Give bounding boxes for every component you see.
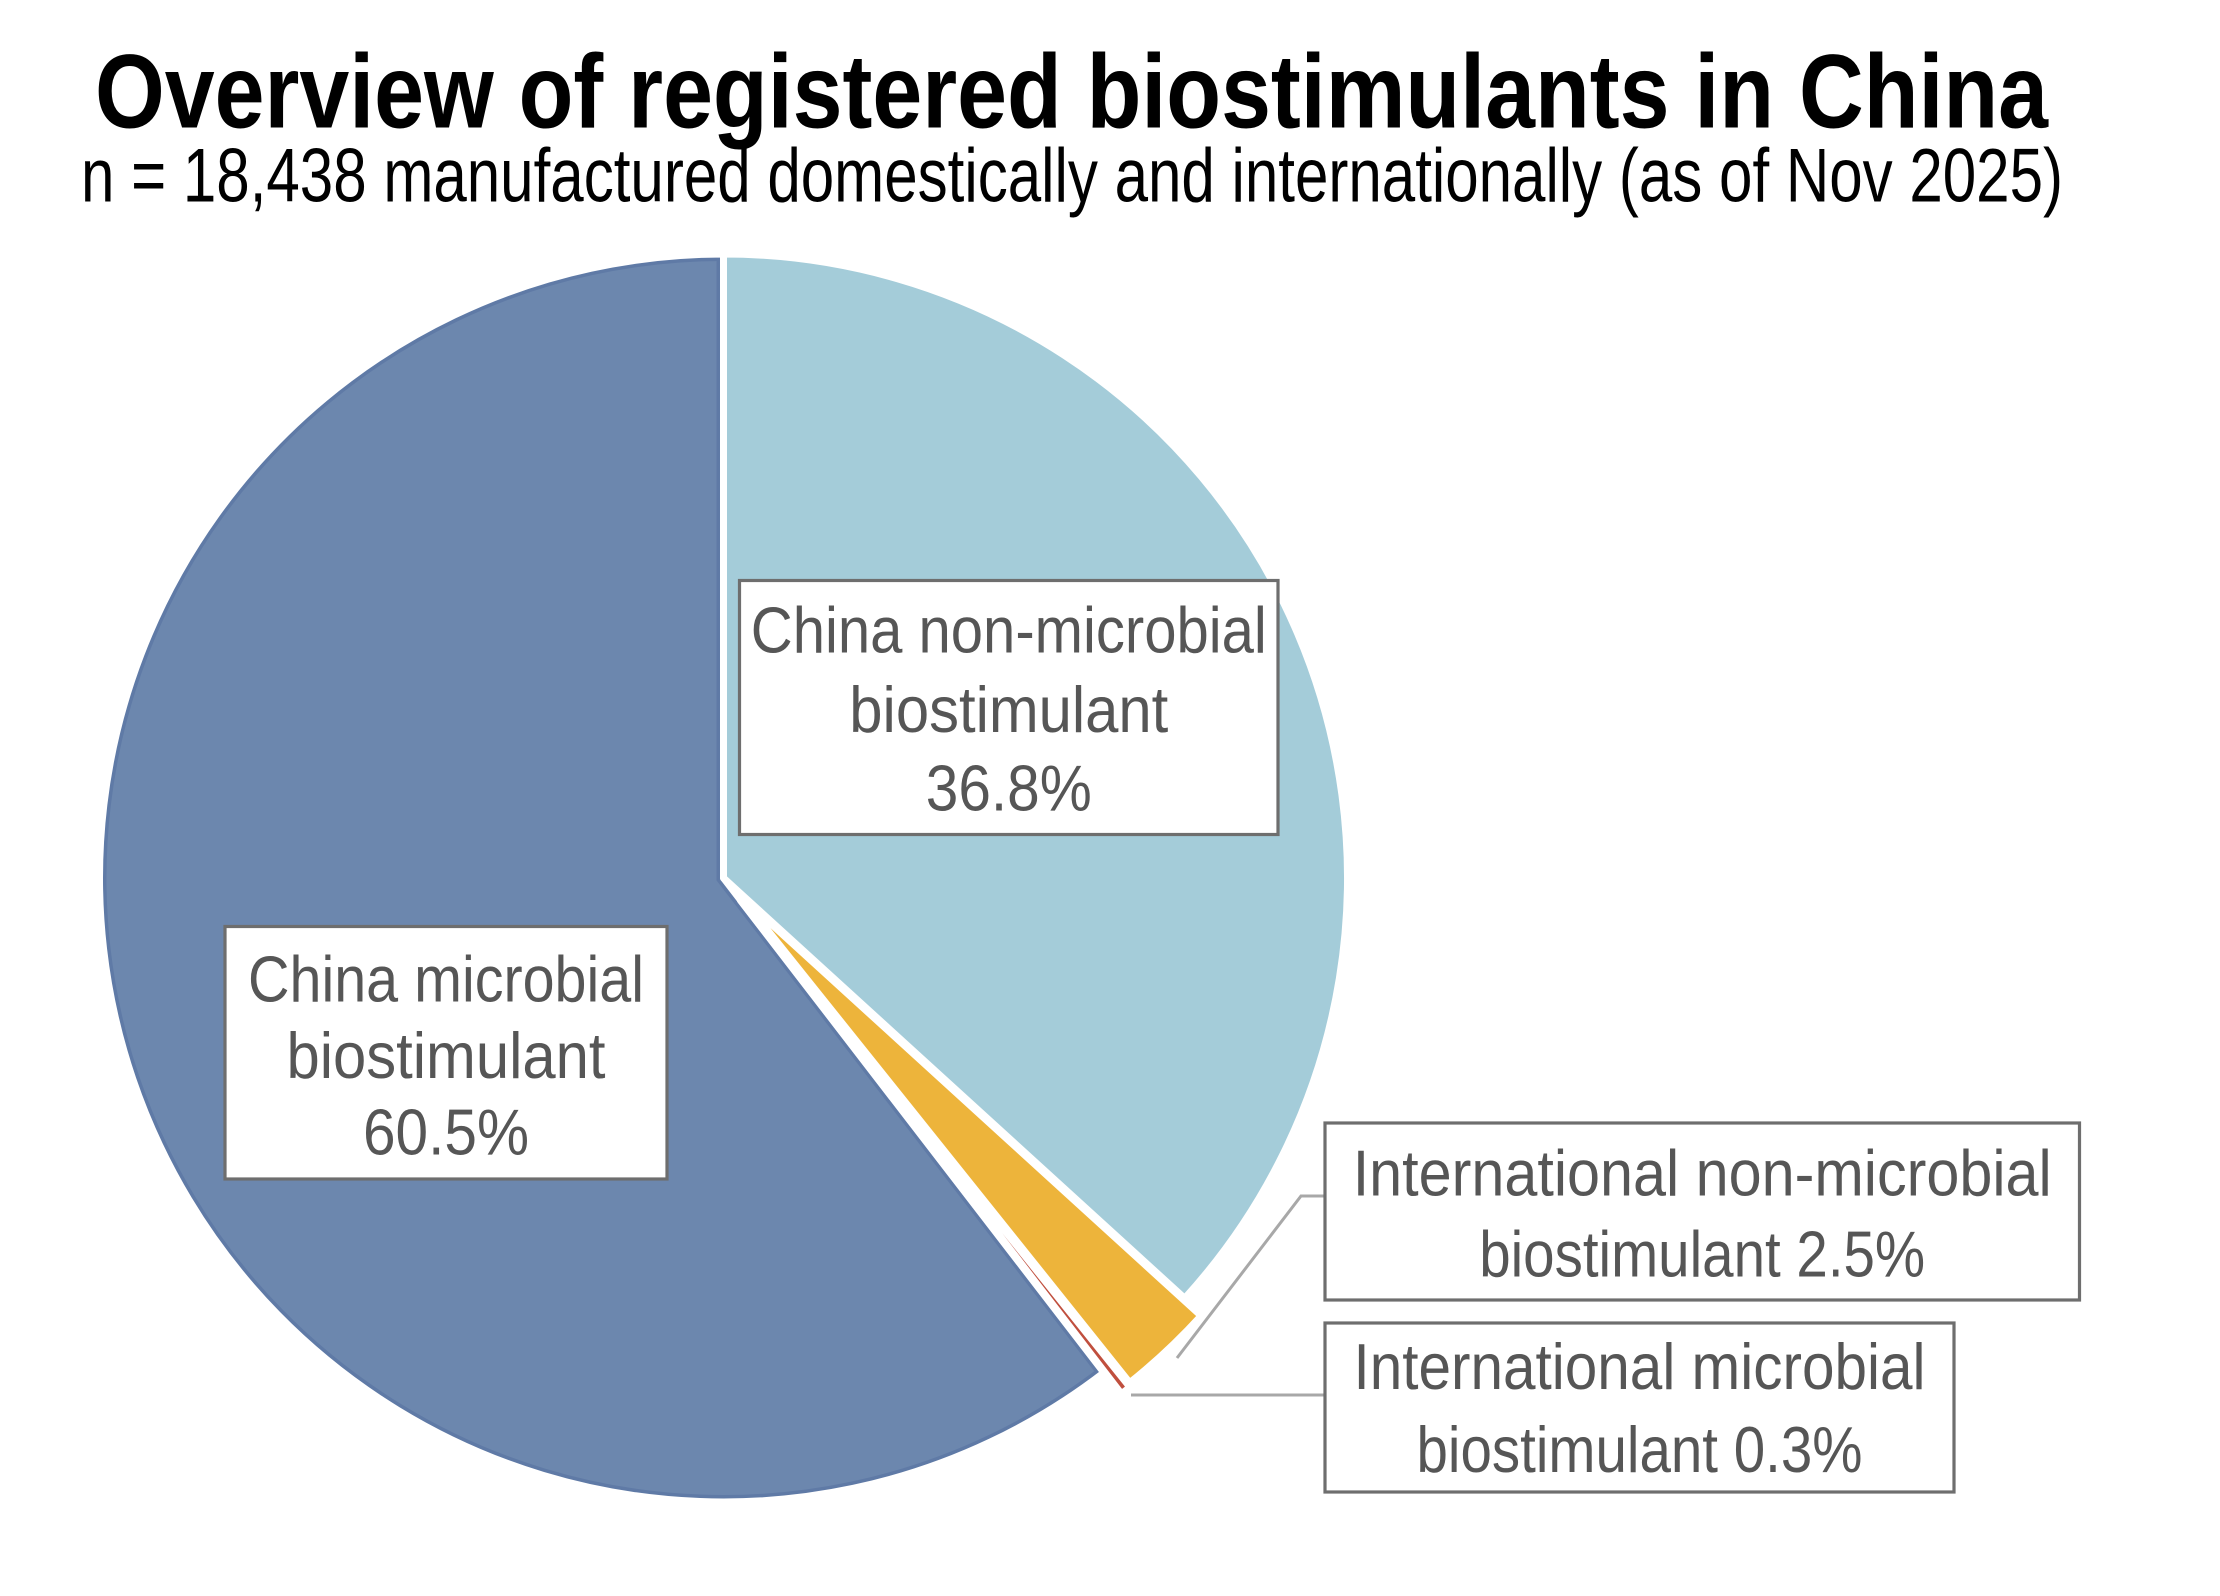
svg-text:China microbial: China microbial — [248, 943, 644, 1016]
svg-text:biostimulant 2.5%: biostimulant 2.5% — [1479, 1218, 1925, 1291]
svg-text:Overview of registered biostim: Overview of registered biostimulants in … — [95, 33, 2049, 150]
svg-text:biostimulant 0.3%: biostimulant 0.3% — [1417, 1413, 1863, 1486]
svg-text:n = 18,438 manufactured domest: n = 18,438 manufactured domestically and… — [81, 134, 2063, 219]
svg-text:36.8%: 36.8% — [926, 752, 1092, 825]
svg-text:China non-microbial: China non-microbial — [751, 594, 1267, 667]
svg-text:biostimulant: biostimulant — [849, 673, 1168, 746]
svg-text:International non-microbial: International non-microbial — [1353, 1137, 2052, 1210]
svg-text:60.5%: 60.5% — [363, 1096, 529, 1169]
svg-text:biostimulant: biostimulant — [287, 1019, 606, 1092]
svg-text:International microbial: International microbial — [1354, 1330, 1926, 1403]
